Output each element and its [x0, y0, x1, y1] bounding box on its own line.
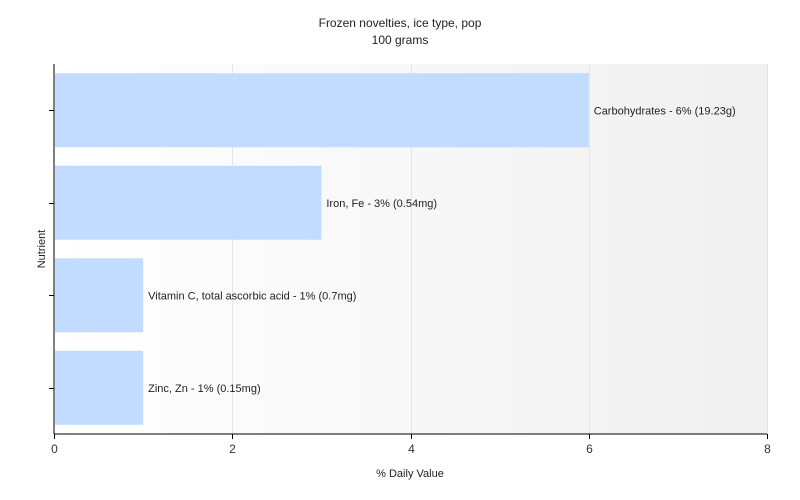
bar-data-label: Iron, Fe - 3% (0.54mg): [326, 198, 437, 210]
x-tick-label: 8: [764, 442, 771, 456]
bar: [55, 350, 144, 425]
y-axis-ticks: [49, 110, 54, 389]
x-tick-label: 6: [586, 442, 593, 456]
chart-subtitle: 100 grams: [372, 33, 429, 47]
y-axis-title: Nutrient: [36, 230, 48, 269]
x-axis-ticks: 0 2 4 6 8: [51, 434, 771, 456]
bar: [55, 258, 144, 333]
chart-title: Frozen novelties, ice type, pop: [319, 16, 482, 30]
bar-data-label: Zinc, Zn - 1% (0.15mg): [148, 383, 260, 395]
x-tick-label: 0: [51, 442, 58, 456]
bars: [55, 73, 589, 425]
bar-data-label: Vitamin C, total ascorbic acid - 1% (0.7…: [148, 290, 356, 302]
x-tick-label: 2: [229, 442, 236, 456]
x-tick-label: 4: [408, 442, 415, 456]
bar: [55, 73, 589, 148]
x-axis-title: % Daily Value: [376, 468, 444, 480]
data-labels: Carbohydrates - 6% (19.23g) Iron, Fe - 3%…: [148, 105, 735, 395]
bar-data-label: Carbohydrates - 6% (19.23g): [594, 105, 736, 117]
bar: [55, 165, 322, 240]
